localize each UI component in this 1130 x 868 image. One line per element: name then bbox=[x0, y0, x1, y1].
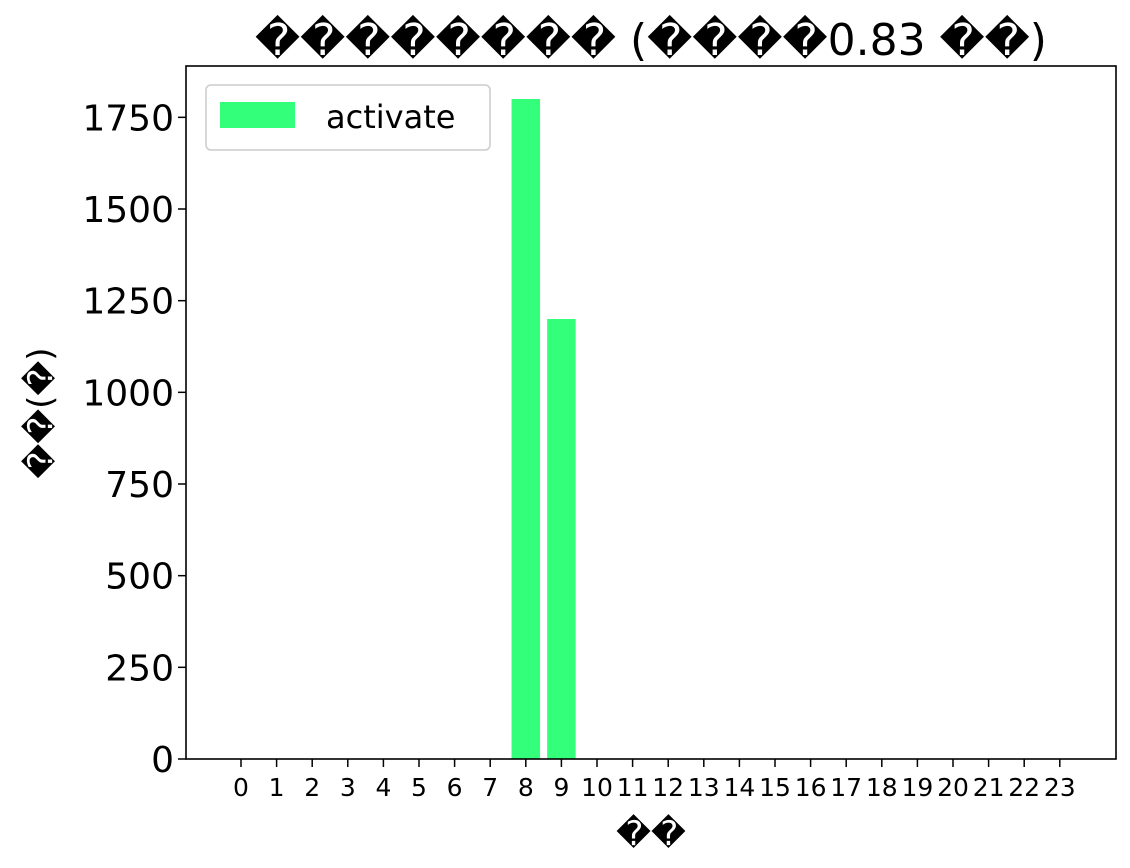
y-tick-label: 1250 bbox=[82, 282, 174, 323]
x-tick-label: 15 bbox=[759, 773, 791, 802]
x-tick-label: 17 bbox=[830, 773, 862, 802]
y-tick-label: 500 bbox=[105, 557, 174, 598]
x-tick-label: 7 bbox=[482, 773, 498, 802]
x-tick-label: 20 bbox=[937, 773, 969, 802]
plot-frame bbox=[185, 65, 1117, 760]
y-axis-label: ��(�) bbox=[21, 347, 61, 478]
y-tick-label: 250 bbox=[105, 648, 174, 689]
y-tick-label: 1750 bbox=[82, 98, 174, 139]
x-tick-label: 5 bbox=[411, 773, 427, 802]
y-tick-label: 0 bbox=[151, 740, 174, 781]
x-tick-label: 12 bbox=[652, 773, 684, 802]
x-tick-label: 3 bbox=[340, 773, 356, 802]
bar-9 bbox=[547, 319, 576, 759]
x-tick-label: 19 bbox=[901, 773, 933, 802]
y-tick-label: 750 bbox=[105, 465, 174, 506]
x-tick-label: 13 bbox=[688, 773, 720, 802]
x-tick-label: 16 bbox=[795, 773, 827, 802]
x-tick-label: 9 bbox=[553, 773, 569, 802]
y-tick-label: 1500 bbox=[82, 190, 174, 231]
x-tick-label: 1 bbox=[269, 773, 285, 802]
y-tick-label: 1000 bbox=[82, 373, 174, 414]
x-tick-label: 6 bbox=[447, 773, 463, 802]
x-tick-label: 11 bbox=[617, 773, 649, 802]
x-tick-label: 0 bbox=[233, 773, 249, 802]
bar-8 bbox=[511, 99, 541, 759]
chart-title: �������� (����0.83 ��) bbox=[255, 14, 1047, 66]
x-tick-label: 23 bbox=[1044, 773, 1076, 802]
x-tick-label: 10 bbox=[581, 773, 613, 802]
legend-label: activate bbox=[326, 98, 455, 136]
x-tick-label: 14 bbox=[723, 773, 755, 802]
x-axis-label: �� bbox=[616, 814, 686, 854]
x-tick-label: 22 bbox=[1008, 773, 1040, 802]
legend-box bbox=[205, 84, 491, 151]
legend-swatch bbox=[220, 102, 295, 128]
x-tick-label: 8 bbox=[518, 773, 534, 802]
x-tick-label: 18 bbox=[866, 773, 898, 802]
x-tick-label: 21 bbox=[973, 773, 1005, 802]
x-tick-label: 4 bbox=[375, 773, 391, 802]
x-tick-label: 2 bbox=[304, 773, 320, 802]
